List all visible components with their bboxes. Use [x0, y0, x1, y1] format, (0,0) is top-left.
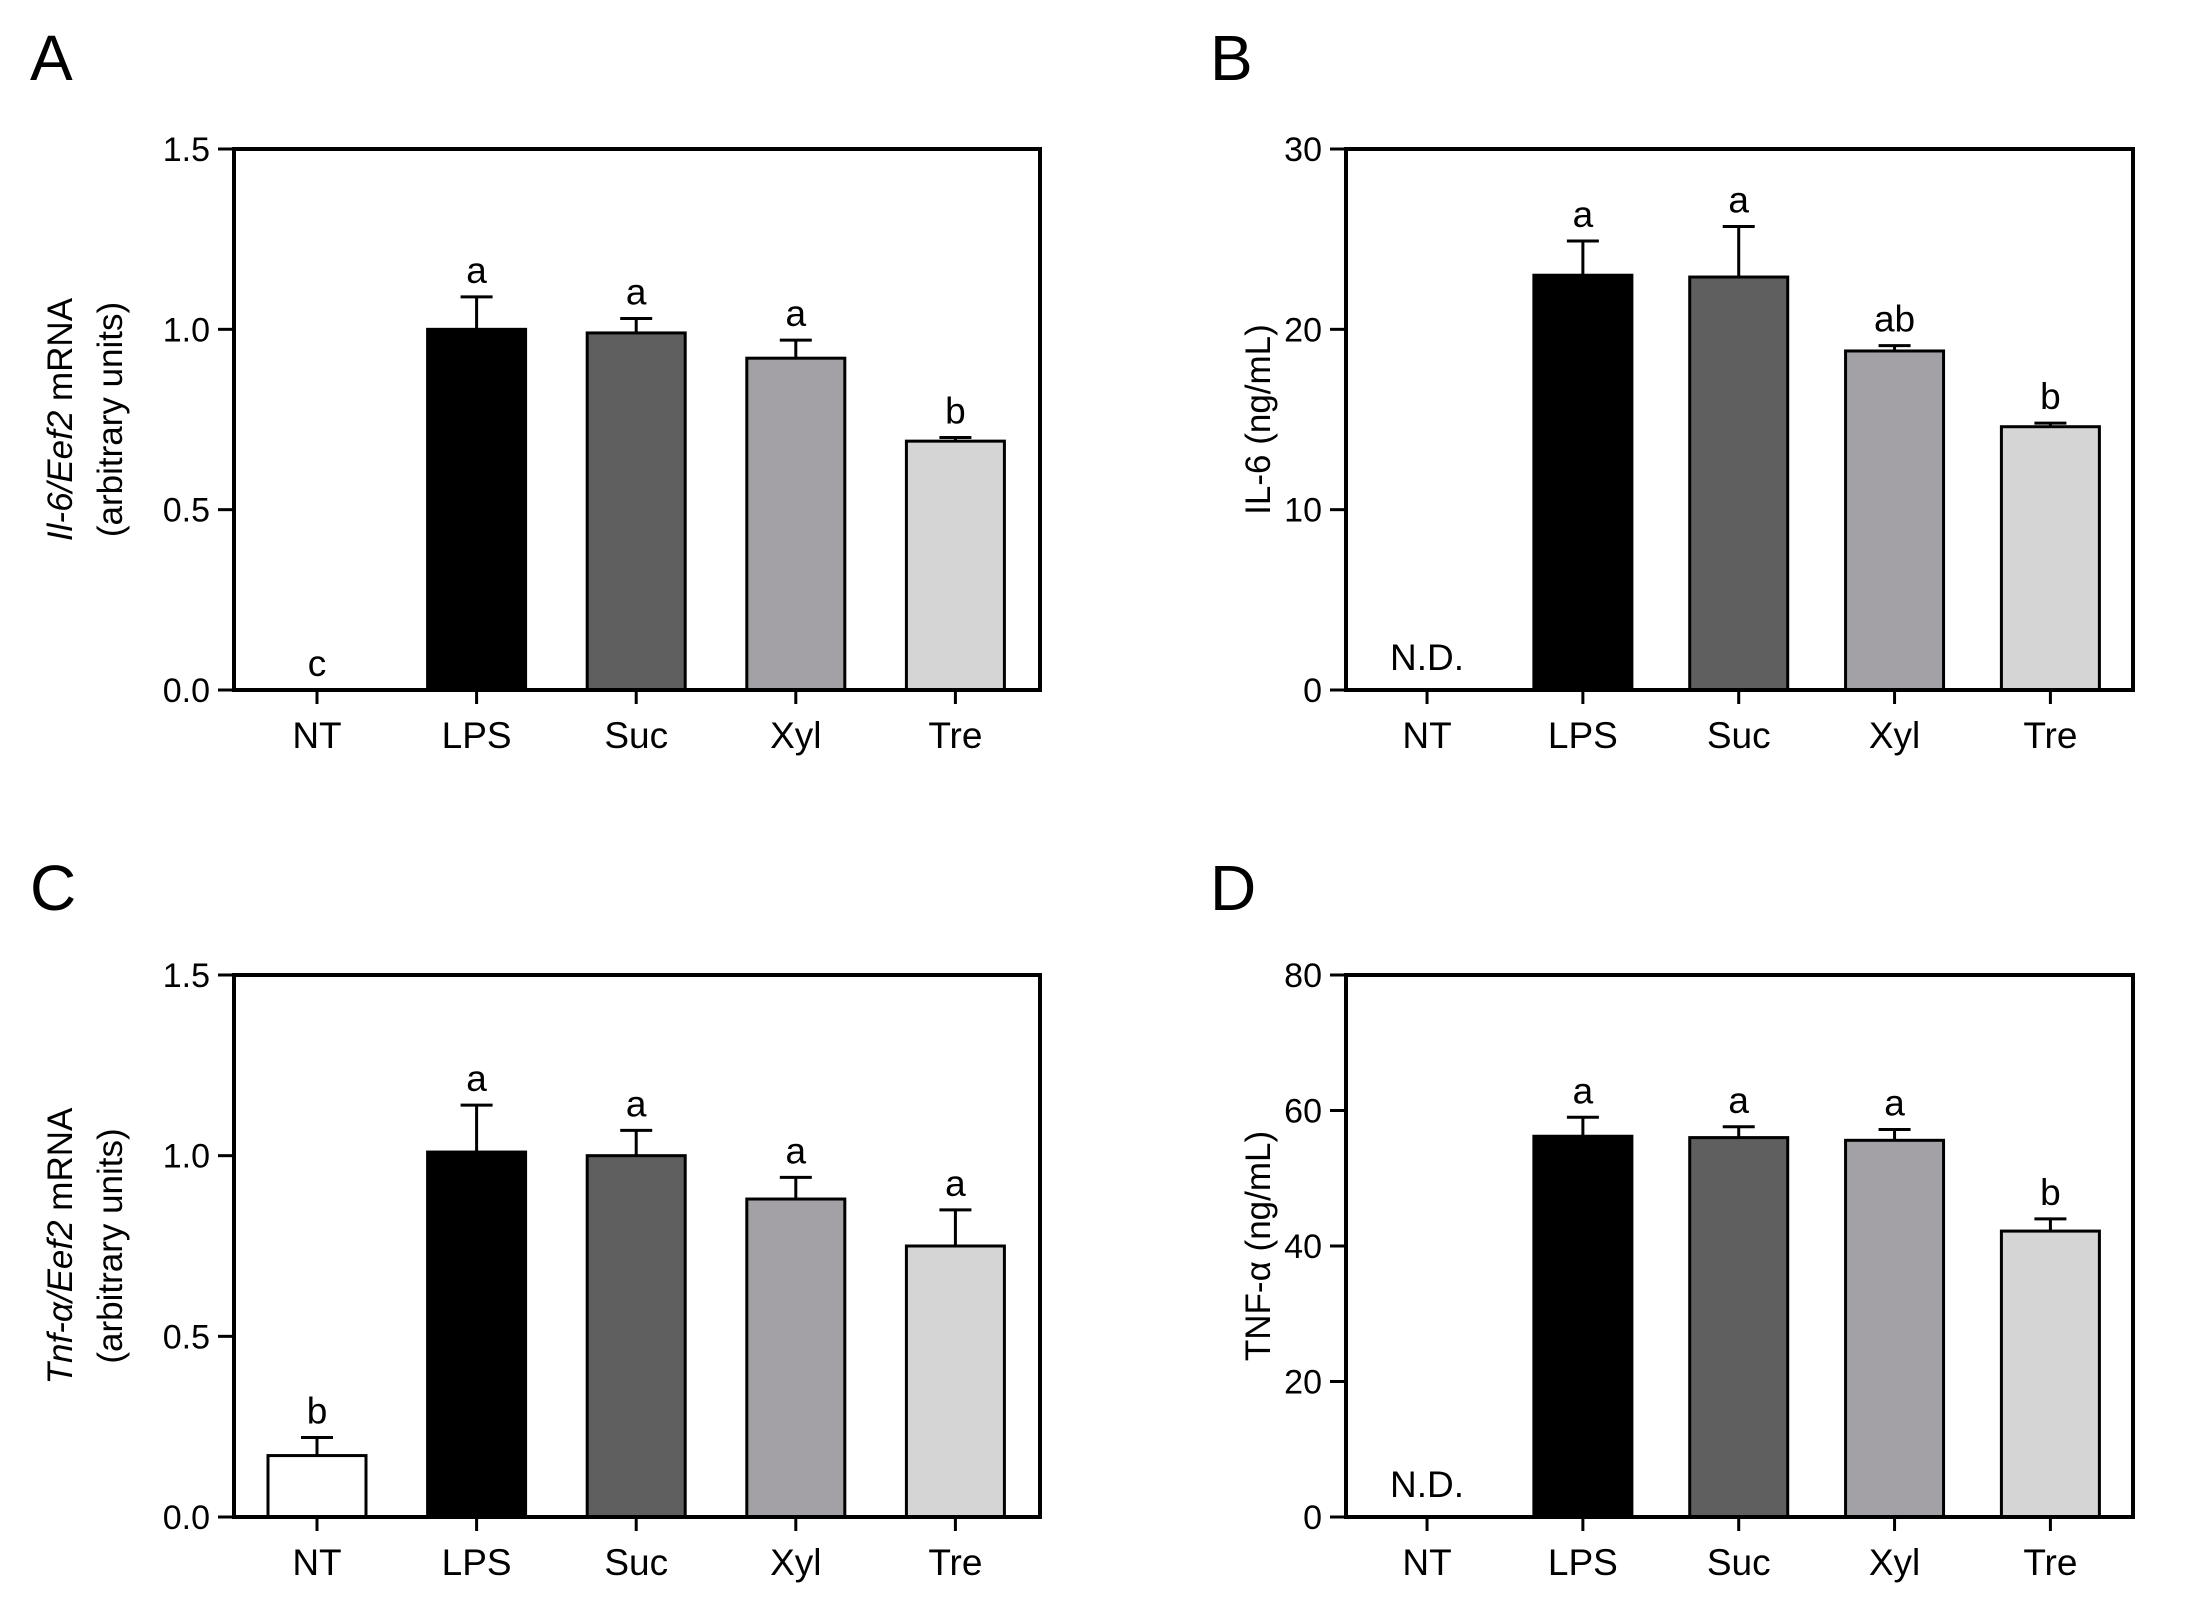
- y-tick-label: 0: [1303, 1499, 1322, 1537]
- x-tick-label: Xyl: [1869, 1542, 1920, 1583]
- bar-lps: [426, 327, 528, 692]
- x-tick-label: Suc: [1707, 715, 1771, 756]
- significance-label: b: [945, 391, 966, 432]
- y-tick-label: 1.0: [163, 311, 210, 349]
- bar-lps: [1532, 1134, 1634, 1519]
- bar-tre: [904, 439, 1006, 692]
- bar-suc: [1688, 275, 1790, 692]
- significance-label: ab: [1874, 299, 1915, 340]
- bar-xyl: [745, 1197, 847, 1519]
- significance-label: a: [1728, 1080, 1749, 1121]
- y-tick-label: 10: [1284, 492, 1322, 530]
- x-tick-label: Suc: [604, 715, 668, 756]
- plot-frame: [1344, 147, 2135, 692]
- y-tick-label: 0.5: [163, 492, 210, 530]
- bar-suc: [585, 331, 687, 692]
- x-tick-label: LPS: [1548, 1542, 1618, 1583]
- y-axis-label: TNF-α (ng/mL): [1239, 1131, 1278, 1361]
- x-tick-label: Tre: [2023, 1542, 2077, 1583]
- plot-frame: [232, 973, 1042, 1519]
- bar-lps: [426, 1150, 528, 1519]
- significance-label: a: [945, 1163, 966, 1204]
- x-tick-label: NT: [1402, 715, 1451, 756]
- panel-d: D N.D. NT a LPS a Suc a Xyl b Tre 0 20 40 60 80 TNF-α (n…: [1210, 852, 2135, 1583]
- bar-xyl: [1844, 349, 1946, 692]
- x-tick-label: LPS: [442, 1542, 512, 1583]
- y-tick-label: 1.5: [163, 957, 210, 995]
- bar-tre: [1999, 1229, 2101, 1519]
- x-tick-label: NT: [292, 1542, 341, 1583]
- bar-suc: [585, 1154, 687, 1519]
- panel-letter: A: [30, 22, 73, 94]
- significance-label: a: [466, 1058, 487, 1099]
- panel-b: B N.D. NT a LPS a Suc ab Xyl b Tre 0 10 20 30 IL-6 (ng/…: [1210, 22, 2135, 756]
- y-tick-label: 0: [1303, 672, 1322, 710]
- significance-label: a: [786, 293, 807, 334]
- significance-label: b: [307, 1391, 328, 1432]
- y-tick-label: 1.0: [163, 1138, 210, 1176]
- panel-letter: B: [1210, 22, 1253, 94]
- x-tick-label: Tre: [928, 1542, 982, 1583]
- y-axis-label: IL-6 (ng/mL): [1239, 324, 1278, 515]
- significance-label: a: [786, 1130, 807, 1171]
- y-axis-label: Tnf-α/Eef2 mRNA: [41, 1107, 80, 1384]
- x-tick-label: Tre: [2023, 715, 2077, 756]
- bar-nt: [266, 1454, 368, 1519]
- x-tick-label: Xyl: [770, 715, 821, 756]
- panel-a: Ac NT a LPS a Suc a Xyl b Tre 0.0 0.5 1.0 1.5 Il-6/Eef…: [30, 22, 1042, 756]
- significance-label: a: [466, 250, 487, 291]
- panel-letter: C: [30, 852, 76, 924]
- y-tick-label: 40: [1284, 1228, 1322, 1266]
- bar-suc: [1688, 1136, 1790, 1519]
- x-tick-label: LPS: [442, 715, 512, 756]
- significance-label: c: [308, 643, 327, 684]
- x-tick-label: Tre: [928, 715, 982, 756]
- y-tick-label: 1.5: [163, 131, 210, 169]
- significance-label: a: [1728, 180, 1749, 221]
- y-axis-label: Il-6/Eef2 mRNA: [41, 297, 80, 541]
- y-tick-label: 0.0: [163, 1499, 210, 1537]
- nd-label: N.D.: [1390, 1464, 1464, 1505]
- x-tick-label: LPS: [1548, 715, 1618, 756]
- y-tick-label: 60: [1284, 1093, 1322, 1131]
- bar-xyl: [1844, 1138, 1946, 1519]
- y-axis-label-units: (arbitrary units): [91, 302, 130, 537]
- significance-label: a: [1573, 1070, 1594, 1111]
- x-tick-label: Suc: [604, 1542, 668, 1583]
- significance-label: a: [1573, 194, 1594, 235]
- bar-tre: [1999, 425, 2101, 692]
- nd-label: N.D.: [1390, 637, 1464, 678]
- significance-label: a: [626, 272, 647, 313]
- significance-label: b: [2040, 1172, 2061, 1213]
- significance-label: b: [2040, 376, 2061, 417]
- bar-lps: [1532, 273, 1634, 692]
- x-tick-label: Xyl: [770, 1542, 821, 1583]
- x-tick-label: Xyl: [1869, 715, 1920, 756]
- bar-tre: [904, 1244, 1006, 1519]
- x-tick-label: NT: [292, 715, 341, 756]
- panel-letter: D: [1210, 852, 1256, 924]
- y-tick-label: 80: [1284, 957, 1322, 995]
- panel-c: Cb NT a LPS a Suc a Xyl a Tre 0.0 0.5 1.0 1.5 Tnf-α/Ee…: [30, 852, 1042, 1583]
- significance-label: a: [626, 1083, 647, 1124]
- x-tick-label: NT: [1402, 1542, 1451, 1583]
- significance-label: a: [1884, 1082, 1905, 1123]
- y-tick-label: 20: [1284, 311, 1322, 349]
- plot-frame: [232, 147, 1042, 692]
- y-axis-label-units: (arbitrary units): [91, 1128, 130, 1363]
- y-tick-label: 20: [1284, 1364, 1322, 1402]
- y-tick-label: 0.0: [163, 672, 210, 710]
- y-tick-label: 30: [1284, 131, 1322, 169]
- bar-xyl: [745, 356, 847, 692]
- y-tick-label: 0.5: [163, 1318, 210, 1356]
- x-tick-label: Suc: [1707, 1542, 1771, 1583]
